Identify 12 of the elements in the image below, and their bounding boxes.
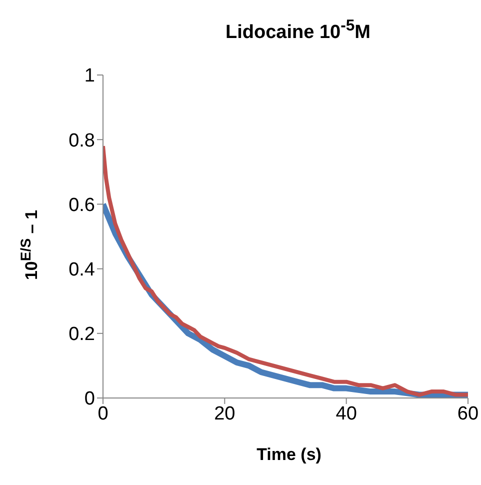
chart-title: Lidocaine 10$^{-5}$M: [225, 18, 370, 44]
y-tick-label: 0.4: [68, 260, 96, 281]
y-tick-label: 1: [84, 66, 95, 87]
x-tick-label: 0: [98, 403, 108, 424]
x-axis-title: Time (s): [256, 445, 322, 464]
y-tick-label: 0: [84, 388, 95, 410]
y-tick-label: 0.6: [68, 194, 95, 216]
y-tick-label: 0.2: [68, 324, 95, 346]
x-tick-label: 60: [457, 403, 479, 424]
x-tick-label: 40: [336, 403, 357, 424]
x-tick-label: 20: [214, 403, 236, 424]
y-tick-label: 0.8: [68, 130, 95, 152]
